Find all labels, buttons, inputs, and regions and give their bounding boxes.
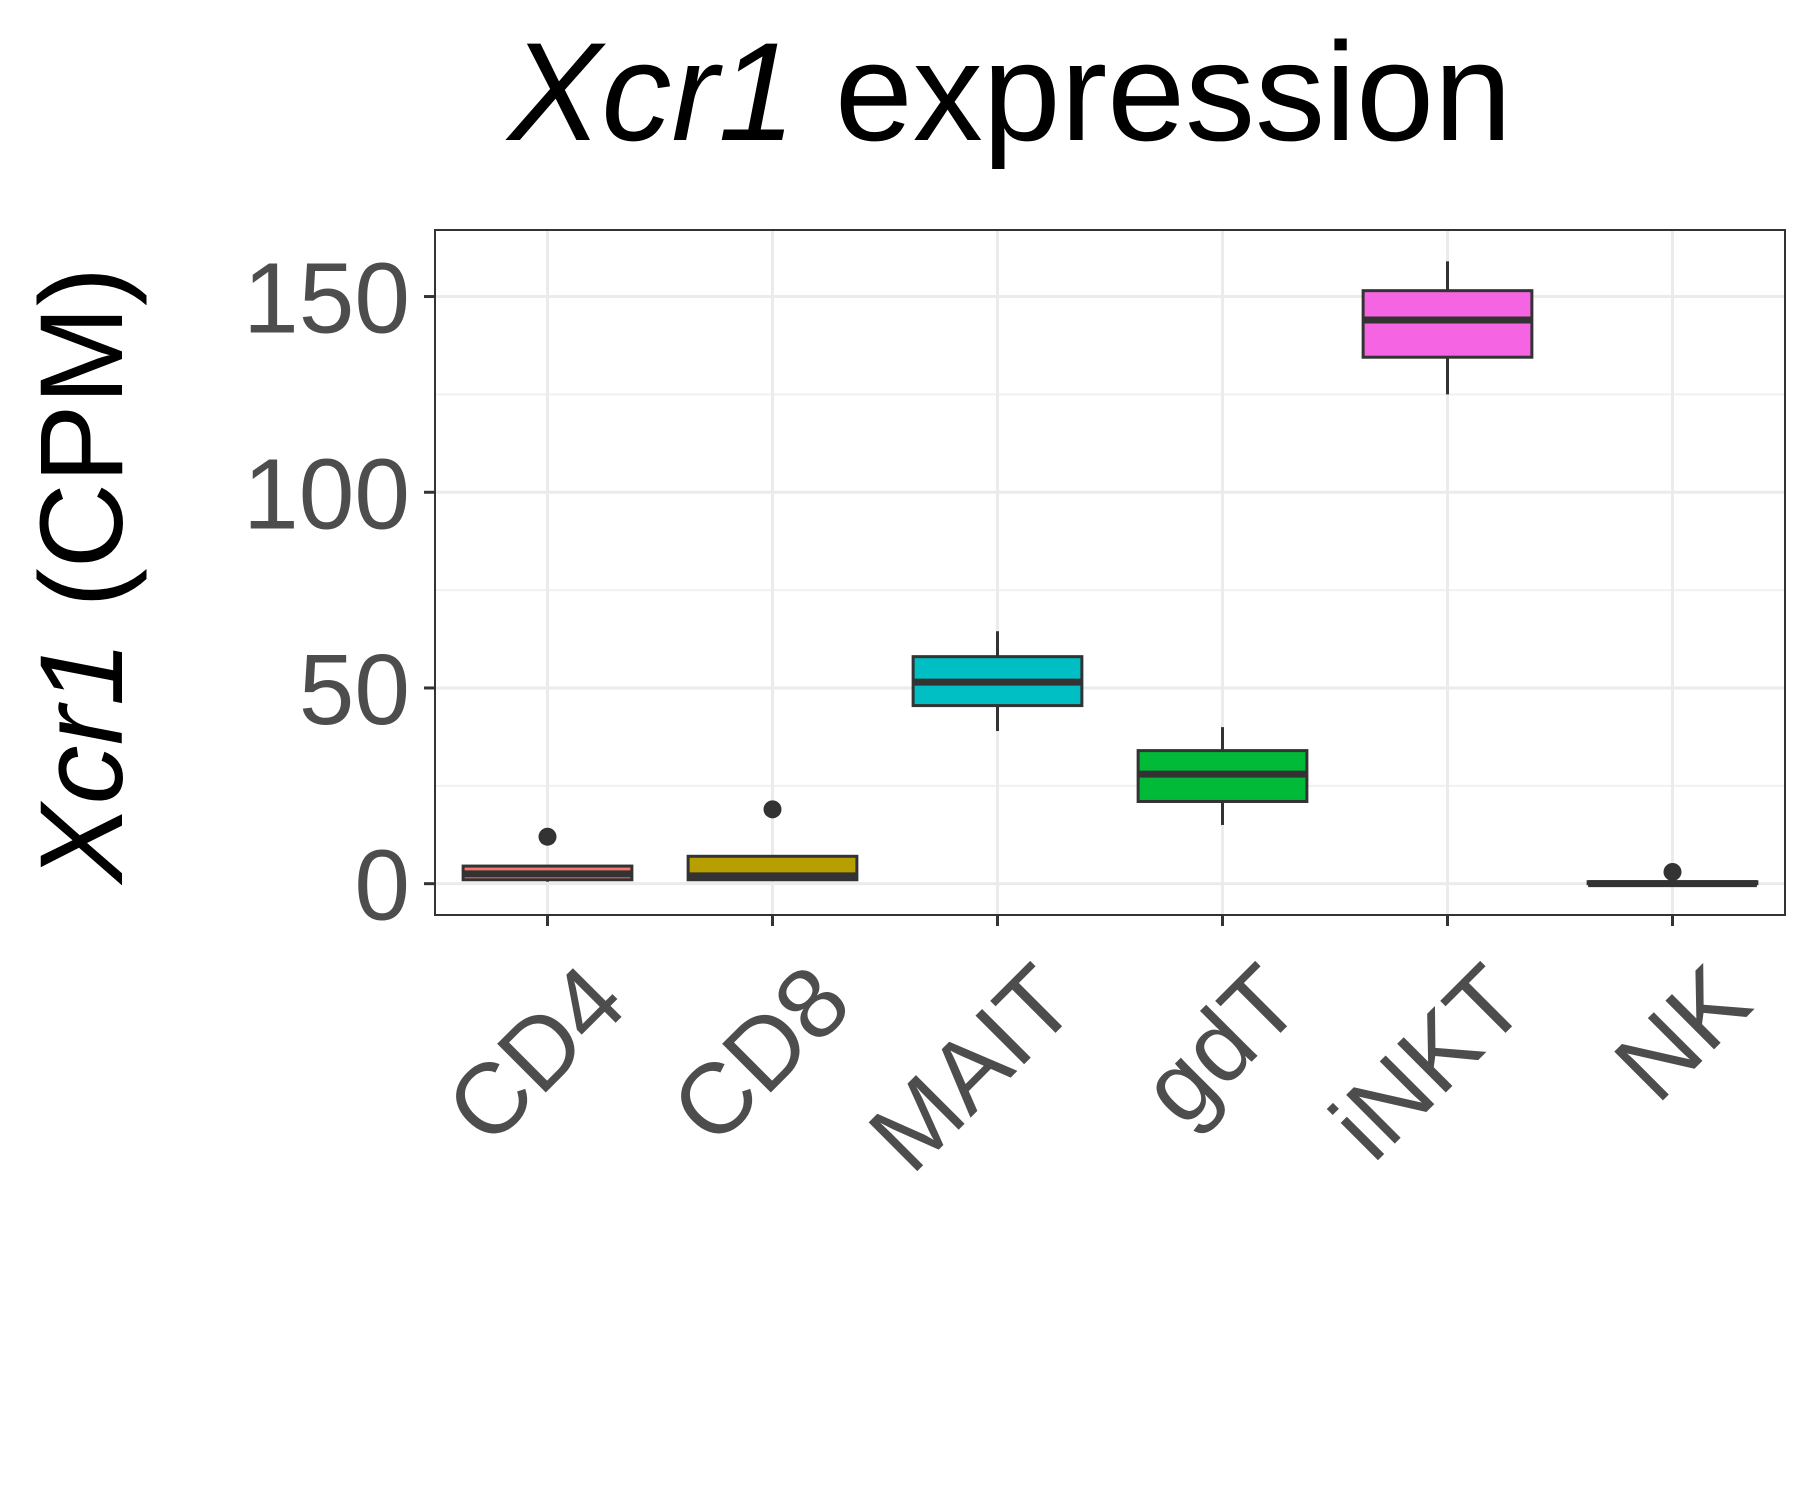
x-tick-label: CD8 (650, 944, 871, 1165)
outlier-point (1663, 862, 1682, 881)
ylabel-gene: Xcr1 (16, 640, 148, 886)
x-tick-label: NK (1594, 944, 1771, 1121)
x-tick-label: gdT (1120, 944, 1321, 1145)
y-tick-label: 0 (354, 830, 410, 942)
y-tick-label: 150 (243, 243, 410, 355)
title-gene: Xcr1 (505, 13, 796, 170)
y-tick-label: 100 (243, 438, 410, 550)
outlier-point (763, 800, 782, 819)
x-tick-label: iNKT (1310, 944, 1546, 1180)
chart-title: Xcr1 expression (505, 13, 1512, 170)
boxes (461, 261, 1759, 888)
box-iqr (1361, 289, 1534, 359)
outlier-point (538, 827, 557, 846)
title-rest: expression (796, 13, 1512, 170)
plot-panel-border (434, 229, 1786, 916)
box-NK (1586, 862, 1759, 888)
box-iNKT (1361, 261, 1534, 395)
box-MAIT (911, 631, 1084, 732)
box-gdT (1136, 727, 1309, 825)
ylabel-rest: (CPM) (16, 267, 148, 641)
y-axis-label: Xcr1 (CPM) (16, 267, 148, 886)
box-CD8 (686, 800, 859, 882)
y-tick-label: 50 (299, 634, 410, 746)
grid-lines (435, 230, 1785, 915)
x-tick-label: CD4 (425, 944, 646, 1165)
x-tick-label: MAIT (848, 944, 1096, 1192)
box-CD4 (461, 827, 634, 882)
